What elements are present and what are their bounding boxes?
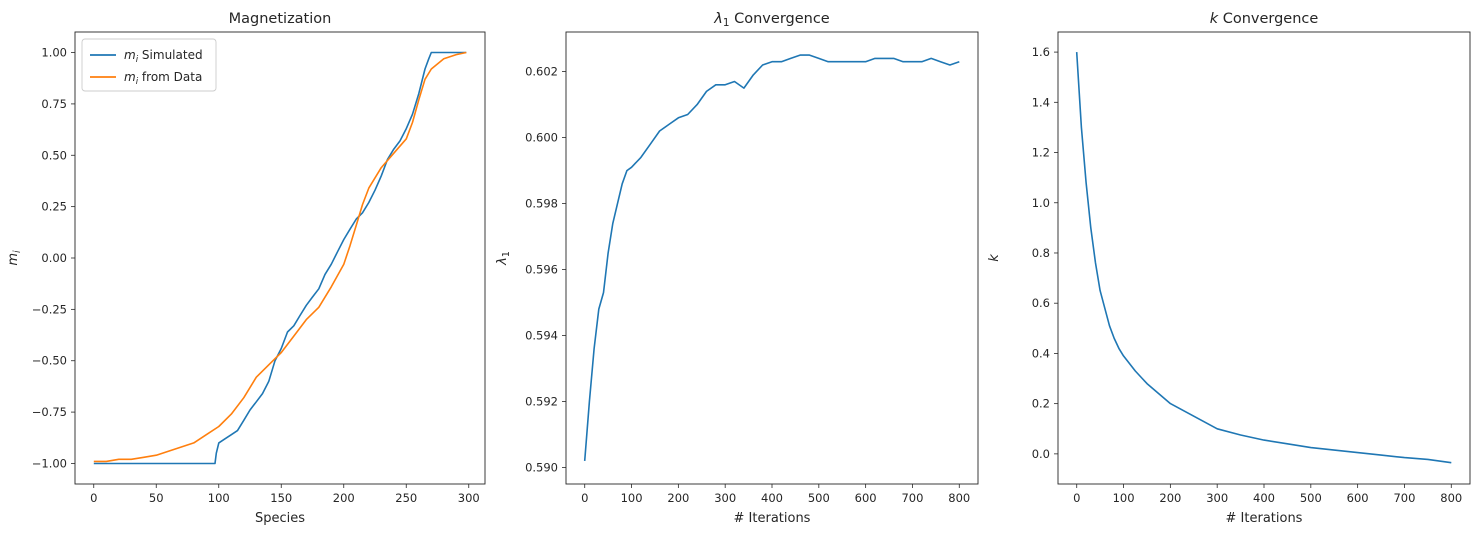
x-tick-label: 100 <box>1113 491 1135 505</box>
y-tick-label: 0.8 <box>1032 246 1050 260</box>
legend-entry: mi from Data <box>124 70 202 87</box>
y-tick-label: 0.50 <box>41 148 67 162</box>
x-tick-label: 100 <box>621 491 643 505</box>
x-tick-label: 600 <box>1347 491 1369 505</box>
chart-3: 0 100 200 300 400 500 600 700 800 0.0 0.2 0.4 0.6 0.8… <box>987 11 1471 526</box>
y-tick-label: 0.00 <box>41 251 67 265</box>
chart-1: 0 50 100 150 200 250 300 −1.00 −0.75 −0.50 −0.25 0.… <box>6 11 486 526</box>
series-line-1 <box>1075 52 1452 464</box>
x-tick-label: 0 <box>581 491 588 505</box>
x-tick-label: 700 <box>1393 491 1415 505</box>
axes-frame <box>565 31 979 485</box>
y-tick-label: 1.0 <box>1032 196 1050 210</box>
y-tick-label: −0.25 <box>32 302 67 316</box>
x-tick-label: 400 <box>761 491 783 505</box>
y-tick-label: 0.594 <box>525 329 558 343</box>
x-tick-label: 500 <box>1300 491 1322 505</box>
x-tick-label: 800 <box>948 491 970 505</box>
series-line-1 <box>93 51 467 465</box>
x-tick-label: 200 <box>667 491 689 505</box>
legend-entry: mi Simulated <box>124 48 203 65</box>
x-tick-label: 600 <box>855 491 877 505</box>
y-tick-label: 0.592 <box>525 395 558 409</box>
y-tick-label: −0.75 <box>32 405 67 419</box>
x-tick-label: 300 <box>1206 491 1228 505</box>
y-axis-label: mi <box>6 250 23 266</box>
x-tick-label: 50 <box>149 491 164 505</box>
y-tick-label: 0.600 <box>525 131 558 145</box>
y-tick-label: 0.0 <box>1032 447 1050 461</box>
x-axis-label: Species <box>255 511 305 526</box>
y-tick-label: 0.602 <box>525 65 558 79</box>
y-tick-label: 1.4 <box>1032 95 1050 109</box>
y-tick-label: 1.2 <box>1032 146 1050 160</box>
series-line-1 <box>583 54 960 461</box>
chart-title: Magnetization <box>229 11 332 27</box>
legend-box <box>81 38 217 92</box>
axes-frame <box>1057 31 1471 485</box>
x-tick-label: 300 <box>458 491 480 505</box>
y-tick-label: 0.2 <box>1032 397 1050 411</box>
y-tick-label: 0.598 <box>525 197 558 211</box>
x-tick-label: 0 <box>1073 491 1080 505</box>
y-tick-label: 0.4 <box>1032 346 1050 360</box>
chart-title: λ1 Convergence <box>713 11 830 29</box>
x-axis-label: # Iterations <box>1226 511 1303 526</box>
x-tick-label: 100 <box>208 491 230 505</box>
legend: mi Simulated mi from Data <box>81 38 217 92</box>
y-tick-label: 0.25 <box>41 200 67 214</box>
x-tick-label: 800 <box>1440 491 1462 505</box>
y-tick-label: 0.590 <box>525 461 558 475</box>
y-tick-label: 0.596 <box>525 263 558 277</box>
y-tick-label: 1.6 <box>1032 45 1050 59</box>
x-tick-label: 0 <box>90 491 97 505</box>
x-tick-label: 200 <box>333 491 355 505</box>
y-tick-label: 0.6 <box>1032 296 1050 310</box>
chart-2: 0 100 200 300 400 500 600 700 800 0.590 0.592 0.594… <box>495 11 979 526</box>
y-tick-label: −0.50 <box>32 354 67 368</box>
y-tick-label: −1.00 <box>32 456 67 470</box>
y-tick-label: 1.00 <box>41 46 67 60</box>
y-tick-label: 0.75 <box>41 97 67 111</box>
x-tick-label: 200 <box>1159 491 1181 505</box>
x-tick-label: 400 <box>1253 491 1275 505</box>
series-line-2 <box>93 51 467 463</box>
x-axis-label: # Iterations <box>734 511 811 526</box>
axes-frame <box>74 31 486 485</box>
x-tick-label: 500 <box>808 491 830 505</box>
x-tick-label: 300 <box>714 491 736 505</box>
y-axis-label: λ1 <box>495 251 512 266</box>
x-tick-label: 250 <box>395 491 417 505</box>
x-tick-label: 150 <box>270 491 292 505</box>
chart-title: k Convergence <box>1210 11 1319 27</box>
x-tick-label: 700 <box>901 491 923 505</box>
y-axis-label: k <box>987 254 1002 262</box>
